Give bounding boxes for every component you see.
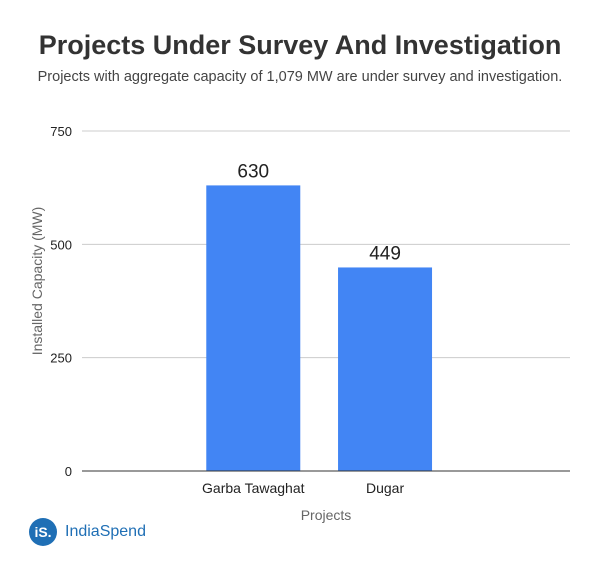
x-axis-title: Projects (301, 507, 352, 523)
y-tick-label: 750 (50, 124, 72, 139)
x-tick-label: Garba Tawaghat (202, 480, 305, 496)
indiaspend-logo-text: IndiaSpend (65, 523, 146, 540)
x-tick-label: Dugar (366, 480, 404, 496)
bar (206, 185, 301, 471)
y-tick-label: 250 (50, 351, 72, 366)
y-tick-label: 0 (65, 464, 72, 479)
y-tick-label: 500 (50, 237, 72, 252)
indiaspend-logo: iS. IndiaSpend (29, 518, 146, 546)
indiaspend-logo-mark: iS. (29, 518, 57, 546)
bar (338, 267, 433, 471)
chart-subtitle: Projects with aggregate capacity of 1,07… (37, 69, 563, 85)
chart-title: Projects Under Survey And Investigation (38, 30, 562, 60)
bar-value-label: 449 (369, 243, 401, 264)
bar-value-label: 630 (237, 161, 269, 182)
y-axis-title: Installed Capacity (MW) (29, 207, 45, 356)
